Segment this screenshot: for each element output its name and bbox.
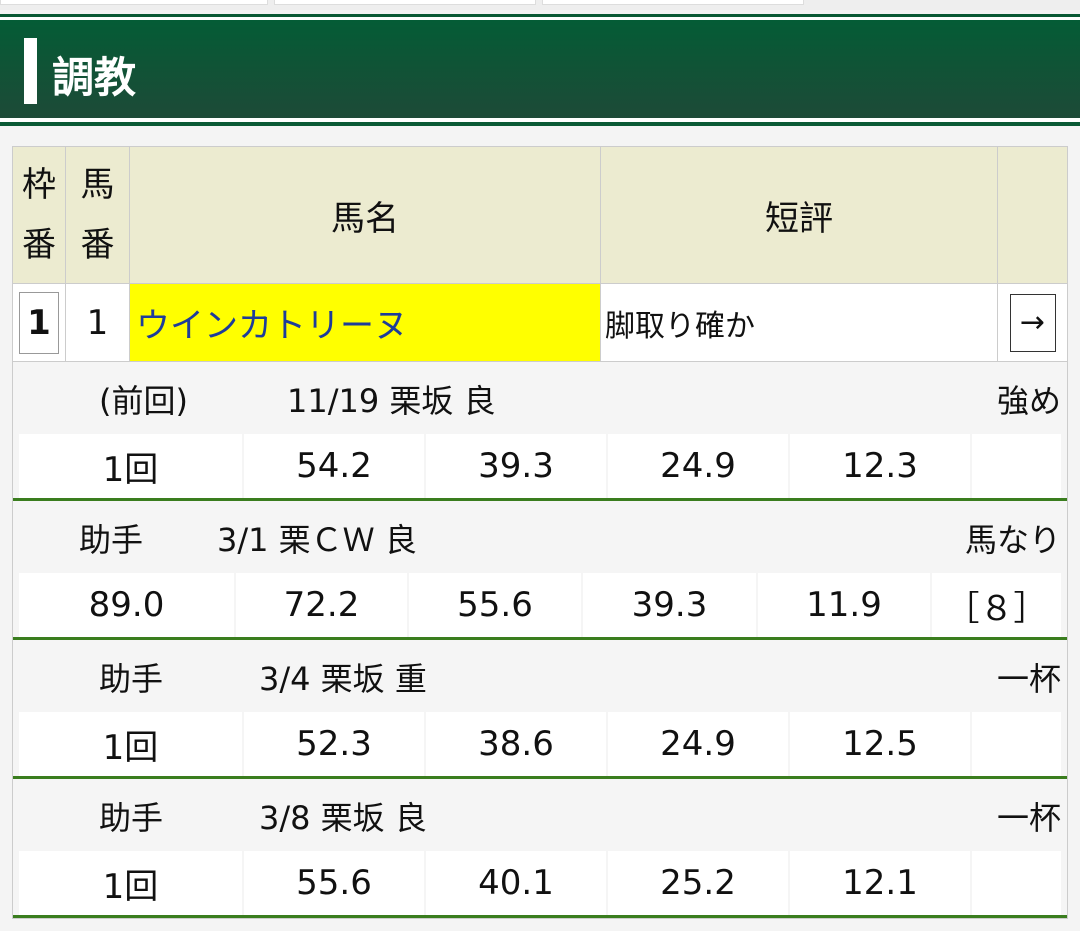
training-info: 助手 3/4 栗坂 重 一杯 xyxy=(19,640,1061,712)
training-entry: (前回) 11/19 栗坂 良 強め 1回 54.2 39.3 24.9 12.3 xyxy=(13,362,1067,501)
header-comment: 短評 xyxy=(601,147,998,283)
intensity: 一杯 xyxy=(996,799,1061,837)
header-horse-name: 馬名 xyxy=(130,147,601,283)
time-cell: 11.9 xyxy=(758,573,930,637)
time-cell: 55.6 xyxy=(244,851,424,915)
time-cell: 39.3 xyxy=(426,434,606,498)
time-cell: ［８］ xyxy=(932,573,1061,637)
tab[interactable] xyxy=(0,0,268,5)
rider-label: 助手 xyxy=(79,521,144,559)
table-header: 枠番 馬番 馬名 短評 xyxy=(13,147,1067,284)
time-cell xyxy=(972,851,1061,915)
rider-label: 助手 xyxy=(99,660,164,698)
training-times: 1回 52.3 38.6 24.9 12.5 xyxy=(19,712,1061,776)
date-course: 3/1 栗ＣＷ 良 xyxy=(217,521,417,559)
date-course: 3/8 栗坂 良 xyxy=(259,799,427,837)
training-table: 枠番 馬番 馬名 短評 1 1 ウインカトリーヌ 脚取り確か → (前回) 11/… xyxy=(12,146,1068,919)
section-header: 調教 xyxy=(0,14,1080,126)
time-cell: 39.3 xyxy=(583,573,756,637)
training-list: (前回) 11/19 栗坂 良強め 1回 54.2 39.3 24.9 12.3 助手 3/1 … xyxy=(13,362,1067,918)
time-cell: 12.3 xyxy=(790,434,970,498)
training-info: 助手 3/8 栗坂 良 一杯 xyxy=(19,779,1061,851)
intensity: 一杯 xyxy=(996,660,1061,698)
horse-name-link[interactable]: ウインカトリーヌ xyxy=(130,284,601,361)
header-text: 馬 xyxy=(80,165,115,205)
training-times: 1回 55.6 40.1 25.2 12.1 xyxy=(19,851,1061,915)
date-course: 3/4 栗坂 重 xyxy=(259,660,427,698)
header-text: 番 xyxy=(80,225,115,265)
top-tab-strip xyxy=(0,0,1080,10)
training-info: 助手 3/1 栗ＣＷ 良 馬なり xyxy=(19,501,1061,573)
header-accent-bar xyxy=(24,38,37,104)
time-cell: 1回 xyxy=(19,434,242,498)
header-empty xyxy=(998,147,1067,283)
time-cell: 54.2 xyxy=(244,434,424,498)
training-entry: 助手 3/8 栗坂 良 一杯 1回 55.6 40.1 25.2 12.1 xyxy=(13,779,1067,918)
header-bar: 調教 xyxy=(0,20,1080,118)
time-cell xyxy=(972,434,1061,498)
intensity: 強め xyxy=(996,382,1061,420)
time-cell: 89.0 xyxy=(19,573,234,637)
rider-label: 助手 xyxy=(99,799,164,837)
training-times: 1回 54.2 39.3 24.9 12.3 xyxy=(19,434,1061,498)
umaban-cell: 1 xyxy=(66,284,130,361)
training-entry: 助手 3/4 栗坂 重 一杯 1回 52.3 38.6 24.9 12.5 xyxy=(13,640,1067,779)
time-cell: 38.6 xyxy=(426,712,606,776)
time-cell: 12.1 xyxy=(790,851,970,915)
time-cell: 12.5 xyxy=(790,712,970,776)
section-title: 調教 xyxy=(52,53,137,102)
time-cell: 1回 xyxy=(19,851,242,915)
horse-row: 1 1 ウインカトリーヌ 脚取り確か → xyxy=(13,284,1067,362)
tab[interactable] xyxy=(542,0,804,5)
detail-cell: → xyxy=(998,284,1067,361)
training-info: (前回) 11/19 栗坂 良 強め xyxy=(19,362,1061,434)
intensity: 馬なり xyxy=(964,521,1061,559)
time-cell: 72.2 xyxy=(236,573,407,637)
tab[interactable] xyxy=(274,0,536,5)
time-cell xyxy=(972,712,1061,776)
header-text: 枠 xyxy=(22,165,56,205)
comment-cell: 脚取り確か xyxy=(601,284,998,361)
rider-label: (前回) xyxy=(99,382,188,420)
time-cell: 25.2 xyxy=(608,851,788,915)
header-waku: 枠番 xyxy=(13,147,66,283)
header-umaban: 馬番 xyxy=(66,147,130,283)
time-cell: 40.1 xyxy=(426,851,606,915)
waku-badge: 1 xyxy=(19,291,59,354)
time-cell: 1回 xyxy=(19,712,242,776)
training-times: 89.0 72.2 55.6 39.3 11.9 ［８］ xyxy=(19,573,1061,637)
time-cell: 55.6 xyxy=(409,573,581,637)
training-entry: 助手 3/1 栗ＣＷ 良 馬なり 89.0 72.2 55.6 39.3 11.9 ［８］ xyxy=(13,501,1067,640)
header-text: 番 xyxy=(22,225,56,265)
time-cell: 24.9 xyxy=(608,712,788,776)
time-cell: 52.3 xyxy=(244,712,424,776)
arrow-right-icon[interactable]: → xyxy=(1009,293,1056,352)
time-cell: 24.9 xyxy=(608,434,788,498)
waku-cell: 1 xyxy=(13,284,66,361)
divider xyxy=(0,122,1080,126)
divider xyxy=(0,14,1080,17)
date-course: 11/19 栗坂 良 xyxy=(287,382,496,420)
